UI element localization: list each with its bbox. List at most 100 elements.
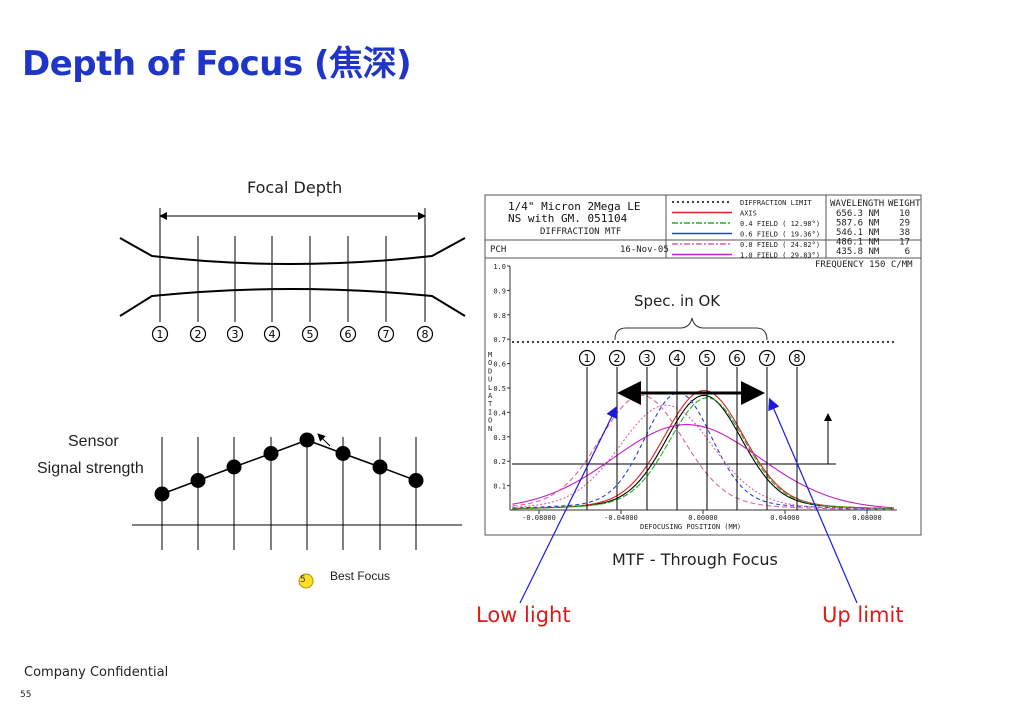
signal-point bbox=[372, 459, 388, 475]
x-tick-label: 0.04000 bbox=[770, 514, 800, 522]
upper-beam-edge bbox=[119, 237, 466, 265]
svg-text:2: 2 bbox=[614, 352, 621, 365]
weight-value: 29 bbox=[899, 219, 910, 229]
svg-text:5: 5 bbox=[704, 352, 711, 365]
svg-text:3: 3 bbox=[644, 352, 651, 365]
signal-point bbox=[263, 446, 279, 461]
signal-point bbox=[335, 446, 351, 461]
mtf-position-7: 7 bbox=[758, 349, 776, 367]
spec-brace bbox=[614, 317, 768, 341]
signal-strength-diagram bbox=[132, 432, 462, 589]
wavelength-value: 435.8 NM bbox=[836, 247, 880, 257]
wavelength-value: 546.1 NM bbox=[836, 228, 880, 238]
low-light-label: Low light bbox=[476, 603, 571, 627]
mtf-date: 16-Nov-05 bbox=[620, 245, 669, 255]
mtf-position-2: 2 bbox=[608, 349, 626, 367]
mtf-panel: 1/4" Micron 2Mega LE NS with GM. 051104 … bbox=[484, 194, 922, 536]
mtf-position-6: 6 bbox=[728, 349, 746, 367]
svg-text:5: 5 bbox=[307, 328, 314, 341]
y-tick-label: 0.1 bbox=[493, 483, 506, 491]
page-number: 55 bbox=[20, 690, 32, 700]
focal-position-6: 6 bbox=[339, 325, 357, 343]
focal-position-7: 7 bbox=[377, 325, 395, 343]
mtf-position-5: 5 bbox=[698, 349, 716, 367]
mtf-position-3: 3 bbox=[638, 349, 656, 367]
lower-beam-edge bbox=[119, 288, 466, 317]
svg-text:4: 4 bbox=[269, 328, 276, 341]
svg-text:1: 1 bbox=[157, 328, 164, 341]
mtf-header-line2: NS with GM. 051104 bbox=[508, 212, 628, 225]
svg-text:8: 8 bbox=[794, 352, 801, 365]
best-focus-label: Best Focus bbox=[330, 569, 391, 583]
svg-text:6: 6 bbox=[734, 352, 741, 365]
focal-position-4: 4 bbox=[263, 325, 281, 343]
peak-arrow bbox=[317, 433, 331, 447]
y-tick-label: 0.5 bbox=[493, 385, 506, 393]
x-tick-label: 0.00000 bbox=[688, 514, 718, 522]
company-confidential: Company Confidential bbox=[24, 665, 169, 680]
mtf-position-8: 8 bbox=[788, 349, 806, 367]
focal-position-8: 8 bbox=[416, 325, 434, 343]
svg-text:2: 2 bbox=[195, 328, 202, 341]
y-tick-label: 0.9 bbox=[493, 287, 506, 295]
signal-point bbox=[299, 432, 315, 448]
best-focus-marker bbox=[298, 573, 314, 589]
y-tick-label: 1.0 bbox=[493, 263, 506, 271]
signal-strength-label: Signal strength bbox=[37, 460, 144, 477]
x-axis-label: DEFOCUSING POSITION (MM) bbox=[640, 523, 741, 531]
mtf-footer-left: PCH bbox=[490, 245, 506, 255]
weight-value: 38 bbox=[899, 228, 910, 238]
mtf-curve bbox=[512, 394, 894, 511]
wavelength-header: WAVELENGTH bbox=[830, 199, 884, 209]
up-limit-pointer bbox=[768, 397, 858, 604]
weight-value: 17 bbox=[899, 238, 910, 248]
mtf-curve bbox=[512, 404, 894, 510]
mtf-position-1: 1 bbox=[578, 349, 596, 367]
mtf-curve bbox=[512, 392, 894, 510]
focal-depth-label: Focal Depth bbox=[247, 178, 343, 197]
svg-text:1: 1 bbox=[584, 352, 591, 365]
mtf-position-4: 4 bbox=[668, 349, 686, 367]
focal-depth-diagram: 1 2 3 4 5 6 7 8 bbox=[119, 208, 466, 343]
focal-position-2: 2 bbox=[189, 325, 207, 343]
signal-point bbox=[154, 486, 170, 502]
x-tick-label: 0.08000 bbox=[852, 514, 882, 522]
svg-text:3: 3 bbox=[232, 328, 239, 341]
sensor-label: Sensor bbox=[68, 433, 119, 450]
weight-value: 10 bbox=[899, 209, 910, 219]
y-tick-label: 0.3 bbox=[493, 434, 506, 442]
best-focus-marker-number: 5 bbox=[300, 575, 306, 585]
svg-text:4: 4 bbox=[674, 352, 681, 365]
focal-position-5: 5 bbox=[301, 325, 319, 343]
wavelength-value: 656.3 NM bbox=[836, 209, 880, 219]
svg-text:6: 6 bbox=[345, 328, 352, 341]
x-tick-label: -0.08000 bbox=[522, 514, 556, 522]
mtf-header-line3: DIFFRACTION MTF bbox=[540, 227, 621, 237]
svg-text:8: 8 bbox=[422, 328, 429, 341]
frequency-label: FREQUENCY 150 C/MM bbox=[815, 260, 913, 270]
x-tick-label: -0.04000 bbox=[604, 514, 638, 522]
legend-label: 0.8 FIELD ( 24.82°) bbox=[740, 241, 820, 249]
wavelength-value: 486.1 NM bbox=[836, 238, 880, 248]
mtf-header-line1: 1/4" Micron 2Mega LE bbox=[508, 200, 640, 213]
signal-point bbox=[408, 473, 424, 488]
svg-text:7: 7 bbox=[764, 352, 771, 365]
focal-position-1: 1 bbox=[151, 325, 169, 343]
weight-value: 6 bbox=[905, 247, 910, 257]
signal-point bbox=[190, 473, 206, 488]
legend-label: AXIS bbox=[740, 210, 757, 218]
focal-position-3: 3 bbox=[226, 325, 244, 343]
spec-in-ok-label: Spec. in OK bbox=[634, 292, 721, 310]
y-tick-label: 0.7 bbox=[493, 336, 506, 344]
svg-text:7: 7 bbox=[383, 328, 390, 341]
up-limit-label: Up limit bbox=[822, 603, 904, 627]
legend-label: DIFFRACTION LIMIT bbox=[740, 199, 812, 207]
y-tick-label: 0.4 bbox=[493, 409, 506, 417]
mtf-curve bbox=[512, 424, 894, 509]
weight-header: WEIGHT bbox=[888, 199, 921, 209]
y-tick-label: 0.6 bbox=[493, 361, 506, 369]
y-tick-label: 0.2 bbox=[493, 458, 506, 466]
legend-label: 0.6 FIELD ( 19.36°) bbox=[740, 231, 820, 239]
signal-point bbox=[226, 459, 242, 475]
